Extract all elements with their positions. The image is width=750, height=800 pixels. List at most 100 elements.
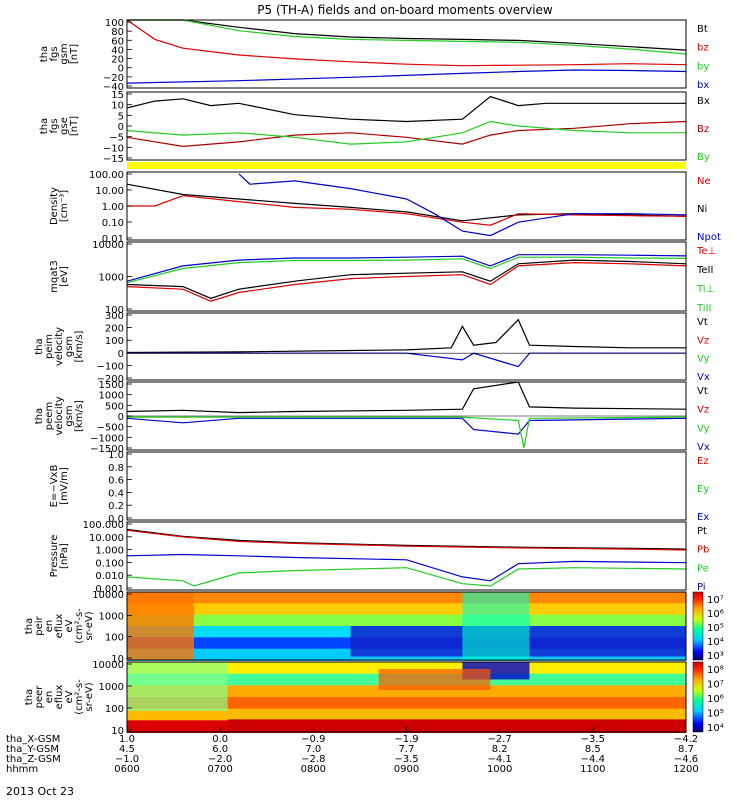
y-tick-label: 200 — [105, 324, 124, 335]
y-tick-label: 80 — [111, 27, 124, 38]
y-tick-label: 5 — [118, 111, 124, 122]
y-tick-label: 0.10 — [102, 218, 124, 229]
legend-label: Vx — [697, 442, 710, 453]
panel-frame — [126, 312, 687, 381]
y-axis-label: en — [44, 691, 55, 704]
y-axis-label: [km/s] — [74, 400, 85, 432]
y-tick-label: −20 — [103, 73, 124, 84]
y-axis-label: [cm⁻³] — [59, 190, 70, 222]
y-axis-label: velocity — [54, 327, 65, 366]
series-line-by — [127, 19, 687, 55]
y-axis-label: eV — [64, 690, 75, 703]
y-axis-label: tha — [34, 408, 45, 424]
bottom-axis-value: 7.0 — [305, 744, 321, 755]
series-line-Vt — [126, 381, 687, 414]
panel-density: 100.00 10.00 1.00 0.10 0.01 Density [cm⁻³] Ne Ni… — [49, 170, 721, 245]
y-tick-label: 100 — [105, 633, 124, 644]
colorbar-tick-label: 10³ — [707, 651, 724, 662]
colorbar-tick-label: 10⁴ — [707, 637, 724, 648]
y-axis-label: peim — [44, 334, 55, 359]
y-axis-label: [km/s] — [74, 330, 85, 362]
bottom-axis-value: −2.8 — [301, 754, 325, 765]
y-tick-label: 1.000 — [95, 546, 124, 557]
y-axis-label: Density — [49, 187, 60, 225]
y-tick-label: 40 — [111, 45, 124, 56]
y-tick-label: 0.4 — [108, 488, 124, 499]
colorbar-tick-label: 10⁵ — [707, 709, 724, 720]
y-tick-label: 100 — [105, 336, 124, 347]
y-tick-label: −500 — [97, 423, 124, 434]
bottom-axis-value: 0600 — [114, 764, 139, 775]
legend-label: Ey — [697, 484, 709, 495]
spectrogram-region — [462, 592, 530, 660]
y-axis-label: sr-eV) — [84, 611, 95, 640]
y-axis-label: (cm²-s- — [74, 608, 85, 644]
legend-label: Ex — [697, 512, 709, 523]
y-tick-label: 0.8 — [108, 463, 124, 474]
panel-frame — [126, 451, 687, 521]
bottom-axis-value: −4.1 — [488, 754, 512, 765]
bottom-axis-value: 1100 — [580, 764, 605, 775]
y-tick-label: 100 — [105, 18, 124, 29]
bottom-axis-row-label: tha_Y-GSM — [6, 744, 59, 755]
series-line-TiII — [126, 256, 687, 284]
series-line-Bx — [126, 95, 686, 123]
y-axis-label: gsm — [59, 43, 70, 64]
y-axis-label: [nT] — [69, 116, 80, 136]
y-axis-label: E=−VxB — [49, 465, 60, 508]
panel-temperature: 10000 1000 100 mqat3 [eV] Te⊥ TeII Ti⊥ TiII — [49, 240, 716, 316]
series-line-Ti⊥ — [126, 254, 687, 282]
series-line-Vt — [126, 318, 686, 354]
spectrogram-band — [127, 592, 686, 605]
bottom-axis-value: −3.5 — [581, 734, 605, 745]
legend-label: TeII — [696, 265, 713, 276]
legend-label: Vz — [697, 335, 709, 346]
spectrogram-band — [127, 603, 686, 616]
spectrogram-band — [127, 697, 686, 710]
series-line-bz — [126, 19, 687, 67]
bottom-axis-value: −2.7 — [488, 734, 512, 745]
spectrogram-region — [127, 662, 228, 711]
legend-label: Pe — [697, 563, 709, 574]
figure-title: P5 (TH-A) fields and on-board moments ov… — [257, 3, 553, 17]
y-axis-label: tha — [39, 46, 50, 62]
y-axis-label: velocity — [54, 396, 65, 435]
series-line-Te⊥ — [126, 261, 687, 302]
colorbar-tick-label: 10⁶ — [707, 609, 724, 620]
y-tick-label: 500 — [105, 401, 124, 412]
legend-label: Vz — [697, 405, 709, 416]
panel-frame — [126, 521, 687, 591]
legend-label: Vt — [697, 386, 708, 397]
panel-frame — [126, 171, 687, 241]
y-axis-label: [eV] — [59, 266, 70, 287]
bottom-axis-value: −4.6 — [674, 754, 698, 765]
bottom-axis-value: −1.9 — [394, 734, 418, 745]
y-tick-label: −1500 — [90, 444, 124, 455]
colorbar-tick-label: 10⁶ — [707, 694, 724, 705]
y-tick-label: −10 — [103, 143, 124, 154]
series-line-bx — [126, 69, 687, 84]
colorbar-tick-label: 10⁷ — [707, 680, 724, 691]
series-line-Ne — [127, 195, 687, 226]
y-tick-label: 0 — [118, 412, 124, 423]
series-line-Pb — [126, 529, 687, 551]
y-axis-label: eflux — [54, 685, 65, 710]
series-line-Npot — [238, 173, 687, 237]
series-line-By — [126, 120, 686, 145]
colorbar-tick-label: 10⁵ — [707, 623, 724, 634]
y-tick-label: 0.100 — [95, 558, 124, 569]
y-tick-label: −15 — [103, 154, 124, 165]
bottom-axis-value: 8.5 — [585, 744, 601, 755]
y-axis-label: eflux — [54, 614, 65, 639]
legend-label: Ne — [697, 176, 711, 187]
y-axis-label: fgs — [49, 118, 60, 133]
colorbar-tick-label: 10⁷ — [707, 595, 724, 606]
legend-label: bz — [697, 43, 709, 54]
y-axis-label: tha — [24, 618, 35, 634]
series-line-Pe — [126, 567, 687, 587]
y-tick-label: 100.000 — [83, 520, 124, 531]
y-axis-label: (cm²-s- — [74, 679, 85, 715]
y-axis-label: peer — [34, 685, 45, 709]
